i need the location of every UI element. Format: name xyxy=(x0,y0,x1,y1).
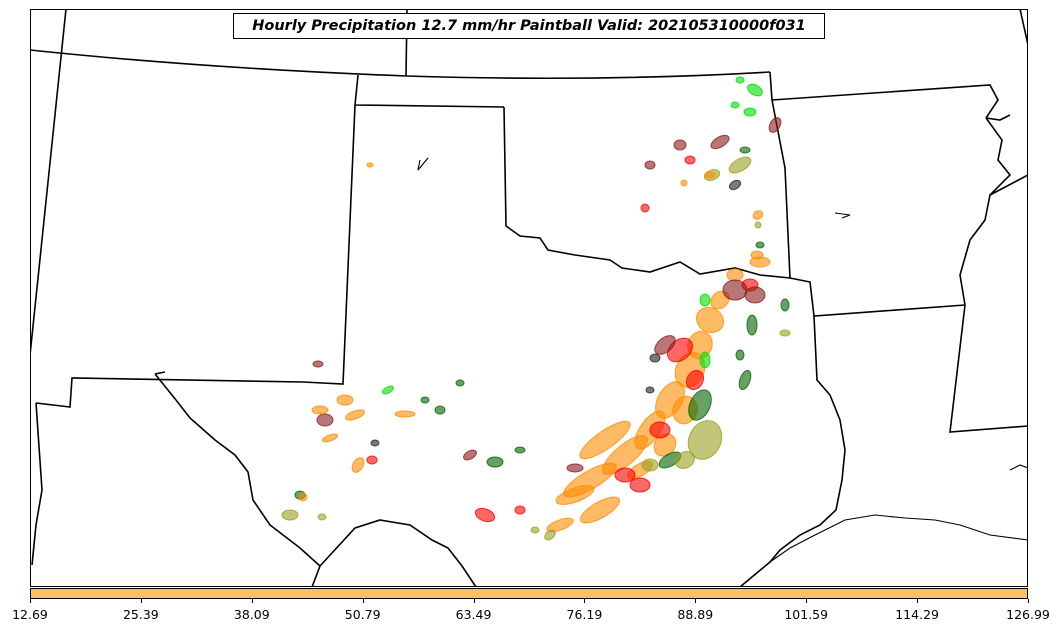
colorbar-tick-label: 76.19 xyxy=(566,607,603,622)
colorbar-tick-mark xyxy=(695,599,697,603)
colorbar-tick-mark xyxy=(30,599,31,603)
colorbar-tick-label: 25.39 xyxy=(122,607,159,622)
precipitation-blob xyxy=(699,293,711,307)
colorbar-tick-mark xyxy=(1028,599,1029,603)
precipitation-blob xyxy=(779,329,791,337)
precipitation-blob xyxy=(366,455,378,465)
precipitation-blob xyxy=(420,396,430,404)
precipitation-blob xyxy=(739,146,751,154)
precipitation-blob xyxy=(640,203,650,213)
precipitation-blob xyxy=(744,286,766,304)
precipitation-blob xyxy=(710,134,730,150)
precipitation-blob xyxy=(695,306,725,334)
precipitation-blob xyxy=(673,139,687,151)
precipitation-blob xyxy=(654,335,676,355)
precipitation-blob xyxy=(750,250,764,260)
precipitation-blob xyxy=(317,513,327,521)
precipitation-blob xyxy=(312,360,324,368)
precipitation-blob xyxy=(463,449,477,461)
precipitation-blob xyxy=(747,83,763,97)
precipitation-blob xyxy=(674,450,696,470)
precipitation-blob xyxy=(653,433,677,457)
coastline xyxy=(417,157,1028,563)
precipitation-blob xyxy=(641,458,659,472)
precipitation-blob xyxy=(394,410,416,418)
colorbar-tick-mark xyxy=(140,599,142,603)
precipitation-blob xyxy=(629,477,651,493)
precipitation-blob xyxy=(514,505,526,515)
precipitation-blob xyxy=(614,467,636,483)
precipitation-blob xyxy=(474,507,496,523)
precipitation-blob xyxy=(684,155,696,165)
precipitation-blob xyxy=(336,394,354,406)
precipitation-blob xyxy=(699,351,711,369)
precipitation-blob xyxy=(345,409,365,421)
colorbar-tick-mark xyxy=(362,599,364,603)
precipitation-blob xyxy=(298,492,308,502)
precipitation-blob xyxy=(434,405,446,415)
precipitation-blob xyxy=(730,101,740,109)
precipitation-blob xyxy=(735,76,745,84)
colorbar-tick-label: 12.69 xyxy=(12,607,48,622)
precipitation-blob xyxy=(544,529,556,541)
colorbar-tick-mark xyxy=(806,599,808,603)
precipitation-blob xyxy=(530,526,540,534)
colorbar-tick-label: 38.09 xyxy=(233,607,270,622)
precipitation-blob xyxy=(455,379,465,387)
state-boundaries xyxy=(30,9,1028,587)
map-title: Hourly Precipitation 12.7 mm/hr Paintbal… xyxy=(233,13,825,39)
precipitation-blob xyxy=(382,385,394,395)
precipitation-blob xyxy=(680,179,688,187)
precipitation-blob xyxy=(580,496,620,524)
precipitation-blob xyxy=(370,439,380,447)
precipitation-blob xyxy=(780,298,790,312)
precipitation-blob xyxy=(743,107,757,117)
precipitation-blob xyxy=(754,221,762,229)
precipitation-blob xyxy=(704,171,716,179)
precipitation-blob xyxy=(351,457,365,473)
precipitation-blob xyxy=(566,463,584,473)
precipitation-blob xyxy=(281,509,299,521)
precipitation-blob xyxy=(486,456,504,468)
precipitation-blob xyxy=(768,117,782,133)
colorbar-tick-label: 63.49 xyxy=(455,607,492,622)
precipitation-blob xyxy=(321,433,339,443)
map-frame xyxy=(30,9,1028,587)
precipitation-blob xyxy=(644,160,656,170)
precipitation-blob xyxy=(645,386,655,394)
precipitation-paintball-layer xyxy=(281,76,791,541)
precipitation-blob xyxy=(685,369,705,391)
precipitation-blob xyxy=(311,405,329,415)
colorbar-tick-mark xyxy=(251,599,253,603)
precipitation-blob xyxy=(649,353,661,363)
colorbar-tick-label: 88.89 xyxy=(677,607,714,622)
precipitation-blob xyxy=(579,420,631,460)
precipitation-blob xyxy=(316,413,334,427)
precipitation-blob xyxy=(555,485,595,505)
precipitation-blob xyxy=(728,179,742,191)
colorbar-tick-label: 114.29 xyxy=(895,607,939,622)
precipitation-blob xyxy=(514,446,526,454)
precipitation-blob xyxy=(366,162,374,168)
precipitation-blob xyxy=(546,517,574,533)
colorbar-tick-label: 101.59 xyxy=(784,607,829,622)
precipitation-blob xyxy=(728,156,752,174)
colorbar-tick-label: 50.79 xyxy=(344,607,381,622)
precipitation-blob xyxy=(688,389,712,421)
precipitation-blob xyxy=(735,349,745,361)
precipitation-blob xyxy=(738,369,752,391)
colorbar-tick-label: 126.99 xyxy=(1006,607,1050,622)
precipitation-blob xyxy=(746,314,758,336)
precipitation-blob xyxy=(752,210,764,220)
precipitation-blob xyxy=(649,421,671,439)
colorbar-tick-mark xyxy=(917,599,919,603)
colorbar-tick-mark xyxy=(473,599,475,603)
colorbar xyxy=(30,588,1028,599)
colorbar-tick-mark xyxy=(584,599,586,603)
precipitation-blob xyxy=(755,241,765,249)
precipitation-blob xyxy=(687,420,723,460)
